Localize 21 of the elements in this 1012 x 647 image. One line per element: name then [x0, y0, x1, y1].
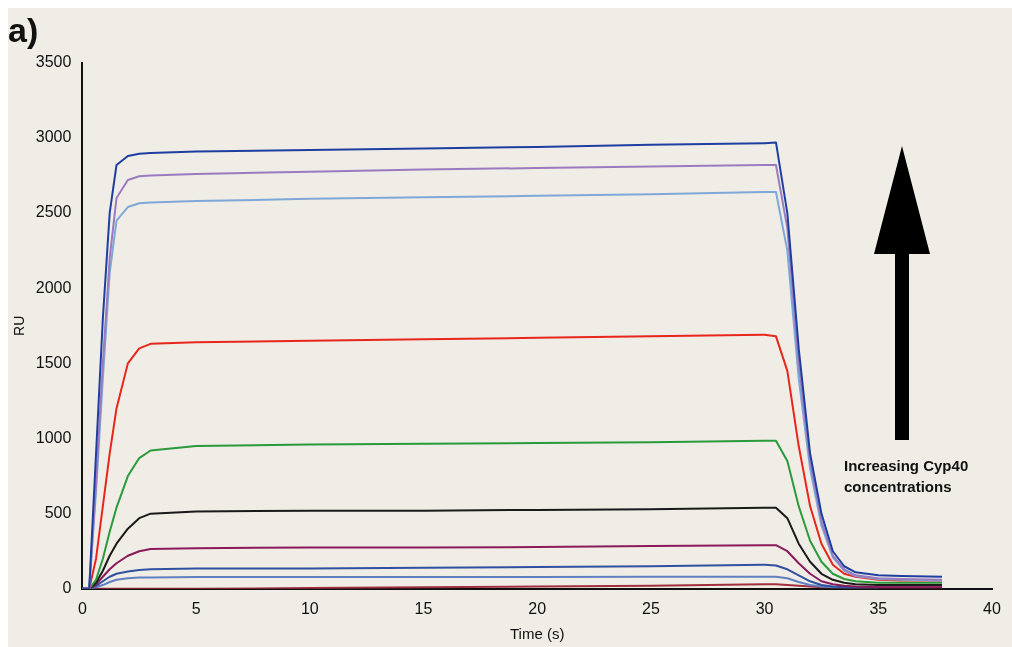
y-tick-label: 3500	[35, 53, 72, 71]
y-tick-label: 1000	[35, 428, 72, 446]
x-tick-label: 40	[983, 599, 1001, 617]
x-tick-label: 20	[528, 599, 547, 617]
x-axis-title: Time (s)	[509, 625, 565, 643]
annotation: Increasing Cyp40 concentrations	[844, 457, 969, 495]
x-tick-label: 5	[191, 599, 201, 617]
y-tick-label: 3000	[35, 128, 72, 146]
y-tick-label: 2000	[35, 278, 72, 296]
y-tick-label: 0	[62, 579, 72, 597]
x-tick-label: 15	[414, 599, 433, 617]
x-tick-label: 0	[77, 599, 87, 617]
x-tick-label: 10	[300, 599, 319, 617]
y-tick-label: 1500	[35, 353, 72, 371]
chart-title: a)	[8, 10, 39, 49]
x-tick-label: 30	[755, 599, 774, 617]
x-tick-label: 35	[869, 599, 888, 617]
y-axis-title: RU	[11, 315, 28, 336]
x-tick-label: 25	[642, 599, 660, 617]
y-tick-label: 500	[44, 504, 72, 522]
y-tick-label: 2500	[35, 203, 72, 221]
